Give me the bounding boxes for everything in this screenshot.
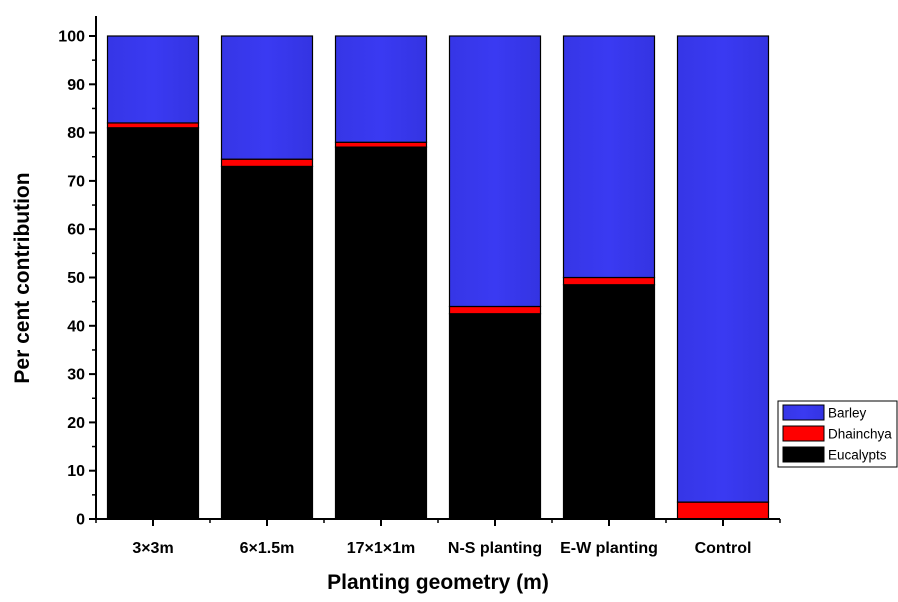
y-tick-label: 20 — [67, 415, 85, 432]
y-tick-label: 60 — [67, 222, 85, 239]
bar-eucalypts-e-w-planting — [562, 284, 656, 520]
x-axis-title: Planting geometry (m) — [327, 571, 549, 594]
bars-layer — [106, 35, 770, 520]
bar-barley-3-3m — [106, 35, 200, 124]
y-tick-label: 0 — [76, 512, 85, 529]
y-tick-label: 70 — [67, 173, 85, 190]
y-tick-label: 90 — [67, 77, 85, 94]
legend-swatch-barley — [782, 404, 825, 421]
y-tick-label: 30 — [67, 367, 85, 384]
y-tick-label: 50 — [67, 270, 85, 287]
bar-barley-e-w-planting — [562, 35, 656, 279]
legend-swatch-eucalypts — [782, 446, 825, 463]
bar-barley-17-1-1m — [334, 35, 428, 143]
x-tick-label: 3×3m — [132, 540, 173, 557]
legend: Barley Dhainchya Eucalypts — [777, 400, 898, 468]
bar-dhainchya-n-s-planting — [448, 305, 542, 315]
legend-label-dhainchya: Dhainchya — [828, 427, 892, 442]
y-tick-label: 10 — [67, 463, 85, 480]
bar-barley-6-1-5m — [220, 35, 314, 160]
y-axis-title: Per cent contribution — [11, 172, 34, 383]
bar-dhainchya-control — [676, 501, 770, 520]
x-tick-label: 6×1.5m — [240, 540, 295, 557]
x-tick-label: 17×1×1m — [347, 540, 416, 557]
y-tick-label: 100 — [58, 29, 85, 46]
bar-dhainchya-17-1-1m — [334, 141, 428, 148]
x-tick-label: N-S planting — [448, 540, 542, 557]
legend-label-barley: Barley — [828, 406, 867, 421]
bar-dhainchya-e-w-planting — [562, 276, 656, 286]
bar-eucalypts-6-1-5m — [220, 165, 314, 520]
y-tick-label: 40 — [67, 318, 85, 335]
legend-label-eucalypts: Eucalypts — [828, 448, 887, 463]
y-tick-label: 80 — [67, 125, 85, 142]
legend-swatch-dhainchya — [782, 425, 825, 442]
x-tick-label: E-W planting — [560, 540, 658, 557]
bar-eucalypts-17-1-1m — [334, 146, 428, 520]
axes-layer: 0 10 20 30 40 50 60 70 80 90 100 3×3m 6×1.5m 17×1×1m N… — [58, 16, 781, 557]
bar-barley-n-s-planting — [448, 35, 542, 308]
bar-eucalypts-n-s-planting — [448, 313, 542, 520]
bar-barley-control — [676, 35, 770, 503]
bar-dhainchya-3-3m — [106, 122, 200, 129]
x-tick-label: Control — [695, 540, 752, 557]
bar-eucalypts-3-3m — [106, 127, 200, 520]
bar-dhainchya-6-1-5m — [220, 158, 314, 168]
